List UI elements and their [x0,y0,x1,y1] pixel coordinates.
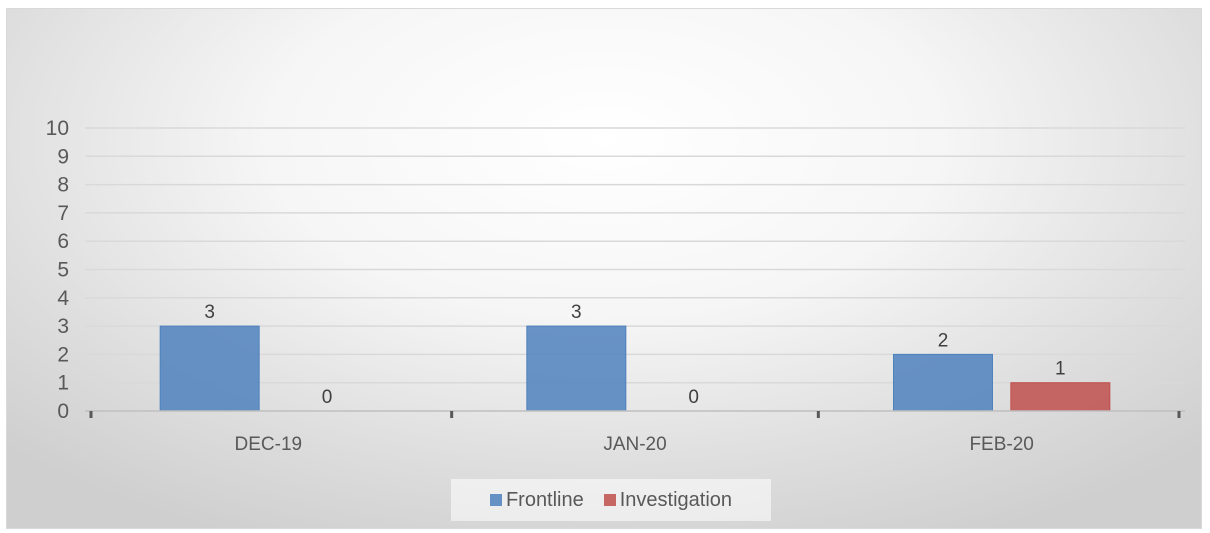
legend-label-frontline: Frontline [505,488,584,511]
data-label-investigation-dec-19: 0 [322,387,333,408]
legend-label-investigation: Investigation [619,488,733,511]
bar-chart: 0 1 2 3 4 5 6 7 8 9 10 3 0 DEC-19 3 0 JAN-20 2 1 FEB-20 [46,117,1185,455]
data-label-investigation-feb-20: 1 [1055,359,1066,380]
axes [85,410,1185,418]
legend-swatch-investigation [603,494,616,506]
data-label-investigation-jan-20: 0 [688,387,699,408]
legend-swatch-frontline [489,494,502,506]
x-tick-label-jan-20: JAN-20 [603,434,666,455]
x-tick-label-feb-20: FEB-20 [969,434,1033,455]
data-label-frontline-feb-20: 2 [938,330,949,351]
gridlines [85,127,1185,384]
y-tick-label-1: 1 [57,372,69,395]
bar-investigation-feb-20 [1010,382,1111,412]
y-tick-label-8: 8 [57,174,69,197]
legend-entry-investigation: Investigation [603,488,733,512]
y-tick-label-4: 4 [57,287,69,310]
data-label-frontline-jan-20: 3 [571,302,582,323]
y-tick-label-7: 7 [57,202,69,225]
bar-frontline-dec-19 [159,325,260,412]
x-tick-label-dec-19: DEC-19 [235,434,303,455]
y-tick-label-10: 10 [46,117,69,140]
chart-area: 0 1 2 3 4 5 6 7 8 9 10 3 0 DEC-19 3 0 JAN-20 2 1 FEB-20 Fro… [6,8,1202,529]
y-tick-label-0: 0 [57,400,69,423]
bars [159,325,1111,412]
labels: 0 1 2 3 4 5 6 7 8 9 10 3 0 DEC-19 3 0 JAN-20 2 1 FEB-20 [46,117,1066,455]
y-tick-label-5: 5 [57,259,69,282]
bar-frontline-feb-20 [893,353,993,412]
y-tick-label-2: 2 [57,343,69,366]
y-tick-label-6: 6 [57,230,69,253]
y-tick-label-3: 3 [57,315,69,338]
data-label-frontline-dec-19: 3 [204,302,215,323]
legend-entry-frontline: Frontline [489,488,584,512]
bar-frontline-jan-20 [526,325,627,412]
legend: Frontline Investigation [451,479,771,521]
y-tick-label-9: 9 [57,145,69,168]
